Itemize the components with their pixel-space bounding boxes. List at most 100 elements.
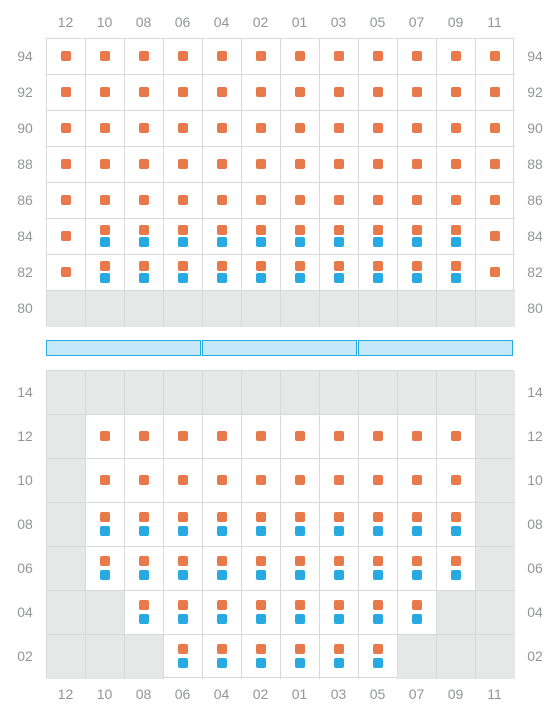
- grid-cell[interactable]: [242, 503, 281, 547]
- seat-orange[interactable]: [256, 556, 266, 566]
- seat-orange[interactable]: [490, 123, 500, 133]
- seat-orange[interactable]: [256, 261, 266, 271]
- grid-cell[interactable]: [47, 591, 86, 635]
- seat-orange[interactable]: [139, 261, 149, 271]
- seat-orange[interactable]: [178, 123, 188, 133]
- seat-orange[interactable]: [295, 556, 305, 566]
- seat-orange[interactable]: [178, 431, 188, 441]
- seat-orange[interactable]: [412, 600, 422, 610]
- seat-blue[interactable]: [256, 526, 266, 536]
- seat-blue[interactable]: [295, 273, 305, 283]
- seat-blue[interactable]: [100, 237, 110, 247]
- seat-orange[interactable]: [451, 512, 461, 522]
- seat-orange[interactable]: [334, 195, 344, 205]
- seat-orange[interactable]: [334, 431, 344, 441]
- seat-orange[interactable]: [61, 87, 71, 97]
- seat-orange[interactable]: [373, 512, 383, 522]
- seat-orange[interactable]: [100, 195, 110, 205]
- seat-orange[interactable]: [139, 475, 149, 485]
- grid-cell[interactable]: [320, 591, 359, 635]
- seat-orange[interactable]: [178, 195, 188, 205]
- seat-orange[interactable]: [295, 123, 305, 133]
- seat-orange[interactable]: [178, 87, 188, 97]
- seat-blue[interactable]: [295, 570, 305, 580]
- seat-orange[interactable]: [451, 225, 461, 235]
- grid-cell[interactable]: [320, 371, 359, 415]
- seat-orange[interactable]: [490, 87, 500, 97]
- grid-cell[interactable]: [47, 503, 86, 547]
- seat-blue[interactable]: [295, 614, 305, 624]
- seat-blue[interactable]: [412, 237, 422, 247]
- grid-cell[interactable]: [125, 547, 164, 591]
- grid-cell[interactable]: [437, 371, 476, 415]
- grid-cell[interactable]: [203, 371, 242, 415]
- seat-orange[interactable]: [178, 225, 188, 235]
- seat-blue[interactable]: [139, 614, 149, 624]
- seat-orange[interactable]: [412, 556, 422, 566]
- seat-blue[interactable]: [217, 614, 227, 624]
- seat-orange[interactable]: [256, 225, 266, 235]
- grid-cell[interactable]: [398, 591, 437, 635]
- seat-orange[interactable]: [451, 123, 461, 133]
- grid-cell[interactable]: [476, 291, 515, 327]
- grid-cell[interactable]: [86, 371, 125, 415]
- seat-orange[interactable]: [295, 51, 305, 61]
- seat-orange[interactable]: [139, 225, 149, 235]
- seat-orange[interactable]: [412, 512, 422, 522]
- grid-cell[interactable]: [47, 547, 86, 591]
- grid-cell[interactable]: [242, 635, 281, 679]
- seat-blue[interactable]: [451, 273, 461, 283]
- grid-cell[interactable]: [164, 635, 203, 679]
- seat-blue[interactable]: [451, 526, 461, 536]
- seat-orange[interactable]: [334, 51, 344, 61]
- seat-orange[interactable]: [256, 123, 266, 133]
- seat-orange[interactable]: [61, 51, 71, 61]
- grid-cell[interactable]: [164, 503, 203, 547]
- seat-orange[interactable]: [295, 512, 305, 522]
- seat-blue[interactable]: [217, 658, 227, 668]
- seat-orange[interactable]: [139, 87, 149, 97]
- grid-cell[interactable]: [47, 291, 86, 327]
- seat-orange[interactable]: [451, 261, 461, 271]
- grid-cell[interactable]: [47, 635, 86, 679]
- seat-orange[interactable]: [295, 431, 305, 441]
- grid-cell[interactable]: [125, 503, 164, 547]
- seat-orange[interactable]: [373, 644, 383, 654]
- seat-blue[interactable]: [256, 570, 266, 580]
- seat-orange[interactable]: [373, 225, 383, 235]
- seat-orange[interactable]: [217, 475, 227, 485]
- seat-blue[interactable]: [100, 526, 110, 536]
- grid-cell[interactable]: [476, 503, 515, 547]
- grid-cell[interactable]: [320, 547, 359, 591]
- seat-orange[interactable]: [334, 87, 344, 97]
- grid-cell[interactable]: [164, 591, 203, 635]
- grid-cell[interactable]: [86, 547, 125, 591]
- seat-blue[interactable]: [451, 237, 461, 247]
- seat-orange[interactable]: [217, 644, 227, 654]
- seat-orange[interactable]: [139, 159, 149, 169]
- grid-cell[interactable]: [359, 291, 398, 327]
- seat-orange[interactable]: [334, 644, 344, 654]
- grid-cell[interactable]: [281, 371, 320, 415]
- seat-orange[interactable]: [451, 475, 461, 485]
- seat-orange[interactable]: [295, 600, 305, 610]
- grid-cell[interactable]: [359, 547, 398, 591]
- grid-cell[interactable]: [86, 291, 125, 327]
- seat-orange[interactable]: [100, 159, 110, 169]
- grid-cell[interactable]: [242, 547, 281, 591]
- grid-cell[interactable]: [320, 291, 359, 327]
- seat-blue[interactable]: [373, 658, 383, 668]
- seat-orange[interactable]: [100, 261, 110, 271]
- grid-cell[interactable]: [164, 291, 203, 327]
- grid-cell[interactable]: [281, 547, 320, 591]
- grid-cell[interactable]: [359, 591, 398, 635]
- seat-orange[interactable]: [373, 600, 383, 610]
- seat-blue[interactable]: [295, 526, 305, 536]
- seat-blue[interactable]: [334, 526, 344, 536]
- seat-orange[interactable]: [373, 123, 383, 133]
- seat-orange[interactable]: [412, 51, 422, 61]
- seat-orange[interactable]: [100, 512, 110, 522]
- seat-orange[interactable]: [139, 195, 149, 205]
- grid-cell[interactable]: [125, 635, 164, 679]
- seat-orange[interactable]: [178, 51, 188, 61]
